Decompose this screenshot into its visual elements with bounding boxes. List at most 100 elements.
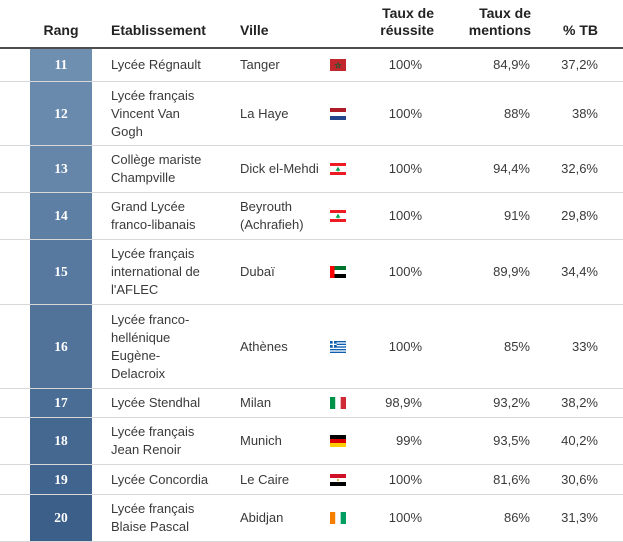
header-mentions-line1: Taux de bbox=[479, 5, 531, 21]
ville-cell-text: Athènes bbox=[240, 338, 288, 354]
table-row[interactable]: 13 Collège mariste Champville Dick el-Mehd… bbox=[0, 146, 623, 193]
table-row[interactable]: 16 Lycée franco-hellénique Eugène-Delacro… bbox=[0, 305, 623, 389]
taux-reussite-cell-text: 100% bbox=[388, 264, 422, 279]
taux-mentions-cell: 85% bbox=[450, 305, 530, 388]
taux-mentions-cell-text: 81,6% bbox=[493, 471, 530, 487]
taux-reussite-cell: 100% bbox=[362, 193, 422, 239]
etablissement-cell-text: Lycée Concordia bbox=[111, 471, 209, 487]
tb-cell-text: 38,2% bbox=[561, 395, 598, 410]
header-taux-line2: réussite bbox=[380, 22, 434, 38]
taux-mentions-cell-text: 86% bbox=[503, 510, 530, 525]
taux-reussite-cell: 100% bbox=[362, 240, 422, 304]
germany-flag-icon bbox=[330, 435, 346, 447]
etablissement-cell-text: Collège mariste Champville bbox=[111, 152, 202, 185]
table-row[interactable]: 19 Lycée Concordia Le Caire 100% 81,6% 30,6% bbox=[0, 465, 623, 495]
tb-cell-text: 34,4% bbox=[561, 264, 598, 279]
egypt-flag-icon bbox=[330, 465, 346, 494]
lebanon-flag-icon bbox=[330, 146, 346, 192]
ville-cell: Milan bbox=[240, 389, 320, 417]
tb-cell: 29,8% bbox=[540, 193, 598, 239]
header-tb[interactable]: % TB bbox=[563, 22, 598, 38]
tb-cell: 38,2% bbox=[540, 389, 598, 417]
rank-cell: 12 bbox=[30, 82, 92, 145]
rank-cell: 14 bbox=[30, 193, 92, 239]
taux-reussite-cell: 100% bbox=[362, 146, 422, 192]
table-header: Rang Etablissement Ville Taux de réussite… bbox=[0, 0, 623, 49]
header-taux-mentions[interactable]: Taux de mentions bbox=[455, 5, 531, 39]
header-etablissement[interactable]: Etablissement bbox=[111, 22, 206, 38]
taux-mentions-cell: 89,9% bbox=[450, 240, 530, 304]
taux-reussite-cell-text: 100% bbox=[388, 338, 422, 354]
header-ville[interactable]: Ville bbox=[240, 22, 269, 38]
ville-cell: Dick el-Mehdi bbox=[240, 146, 320, 192]
italy-flag-icon bbox=[330, 397, 346, 409]
taux-mentions-cell-text: 94,4% bbox=[493, 161, 530, 176]
header-rang[interactable]: Rang bbox=[43, 22, 79, 38]
ville-cell: Abidjan bbox=[240, 495, 320, 541]
lebanon-flag-icon bbox=[330, 163, 346, 175]
ville-cell-text: Dubaï bbox=[240, 264, 275, 279]
table-row[interactable]: 18 Lycée français Jean Renoir Munich 99% 93,… bbox=[0, 418, 623, 465]
netherlands-flag-icon bbox=[330, 82, 346, 145]
etablissement-cell: Lycée français international de l'AFLEC bbox=[111, 240, 211, 304]
taux-mentions-cell: 86% bbox=[450, 495, 530, 541]
etablissement-cell-text: Lycée Stendhal bbox=[111, 395, 201, 410]
taux-mentions-cell: 93,5% bbox=[450, 418, 530, 464]
etablissement-cell: Lycée français Blaise Pascal bbox=[111, 495, 211, 541]
taux-reussite-cell: 99% bbox=[362, 418, 422, 464]
etablissement-cell-text: Lycée français Blaise Pascal bbox=[111, 501, 195, 534]
etablissement-cell-text: Lycée français international de l'AFLEC bbox=[111, 246, 200, 297]
taux-reussite-cell: 98,9% bbox=[362, 389, 422, 417]
greece-flag-icon bbox=[330, 340, 346, 353]
etablissement-cell: Lycée franco-hellénique Eugène-Delacroix bbox=[111, 305, 211, 388]
netherlands-flag-icon bbox=[330, 107, 346, 120]
rank-cell: 19 bbox=[30, 465, 92, 494]
table-row[interactable]: 15 Lycée français international de l'AFLE… bbox=[0, 240, 623, 305]
tb-cell: 33% bbox=[540, 305, 598, 388]
greece-flag-icon bbox=[330, 305, 346, 388]
taux-reussite-cell-text: 100% bbox=[388, 471, 422, 487]
etablissement-cell-text: Lycée français Jean Renoir bbox=[111, 424, 195, 457]
lebanon-flag-icon bbox=[330, 193, 346, 239]
tb-cell: 40,2% bbox=[540, 418, 598, 464]
taux-mentions-cell: 94,4% bbox=[450, 146, 530, 192]
header-mentions-line2: mentions bbox=[468, 22, 531, 38]
taux-reussite-cell-text: 98,9% bbox=[385, 395, 422, 410]
taux-mentions-cell: 84,9% bbox=[450, 49, 530, 81]
ville-cell-text: Milan bbox=[240, 395, 272, 410]
tb-cell: 32,6% bbox=[540, 146, 598, 192]
ville-cell: La Haye bbox=[240, 82, 320, 145]
rank-cell: 16 bbox=[30, 305, 92, 388]
taux-mentions-cell-text: 84,9% bbox=[493, 57, 530, 72]
ivory-coast-flag-icon bbox=[330, 512, 346, 524]
table-row[interactable]: 12 Lycée français Vincent Van Gogh La Haye… bbox=[0, 82, 623, 146]
italy-flag-icon bbox=[330, 389, 346, 417]
table-row[interactable]: 11 Lycée Régnault Tanger 100% 84,9% 37,2% bbox=[0, 49, 623, 82]
ville-cell: Tanger bbox=[240, 49, 320, 81]
table-row[interactable]: 20 Lycée français Blaise Pascal Abidjan 100… bbox=[0, 495, 623, 542]
etablissement-cell: Grand Lycée franco-libanais bbox=[111, 193, 211, 239]
header-taux-reussite[interactable]: Taux de réussite bbox=[362, 5, 434, 39]
ville-cell-text: Abidjan bbox=[240, 510, 284, 525]
taux-mentions-cell-text: 93,2% bbox=[493, 395, 530, 410]
taux-mentions-cell-text: 88% bbox=[503, 105, 530, 121]
tb-cell-text: 30,6% bbox=[561, 471, 598, 487]
tb-cell: 38% bbox=[540, 82, 598, 145]
tb-cell-text: 37,2% bbox=[561, 57, 598, 72]
taux-mentions-cell-text: 89,9% bbox=[493, 264, 530, 279]
uae-flag-icon bbox=[330, 240, 346, 304]
etablissement-cell-text: Lycée Régnault bbox=[111, 57, 201, 72]
table-row[interactable]: 14 Grand Lycée franco-libanais Beyrouth (A… bbox=[0, 193, 623, 240]
tb-cell-text: 31,3% bbox=[561, 510, 598, 525]
taux-mentions-cell: 93,2% bbox=[450, 389, 530, 417]
uae-flag-icon bbox=[330, 266, 346, 278]
tb-cell-text: 40,2% bbox=[561, 433, 598, 448]
table-row[interactable]: 17 Lycée Stendhal Milan 98,9% 93,2% 38,2% bbox=[0, 389, 623, 418]
etablissement-cell-text: Lycée franco-hellénique Eugène-Delacroix bbox=[111, 311, 190, 381]
ivory-coast-flag-icon bbox=[330, 495, 346, 541]
tb-cell: 34,4% bbox=[540, 240, 598, 304]
taux-mentions-cell: 81,6% bbox=[450, 465, 530, 494]
rank-cell: 17 bbox=[30, 389, 92, 417]
taux-reussite-cell-text: 100% bbox=[388, 57, 422, 72]
etablissement-cell: Collège mariste Champville bbox=[111, 146, 211, 192]
